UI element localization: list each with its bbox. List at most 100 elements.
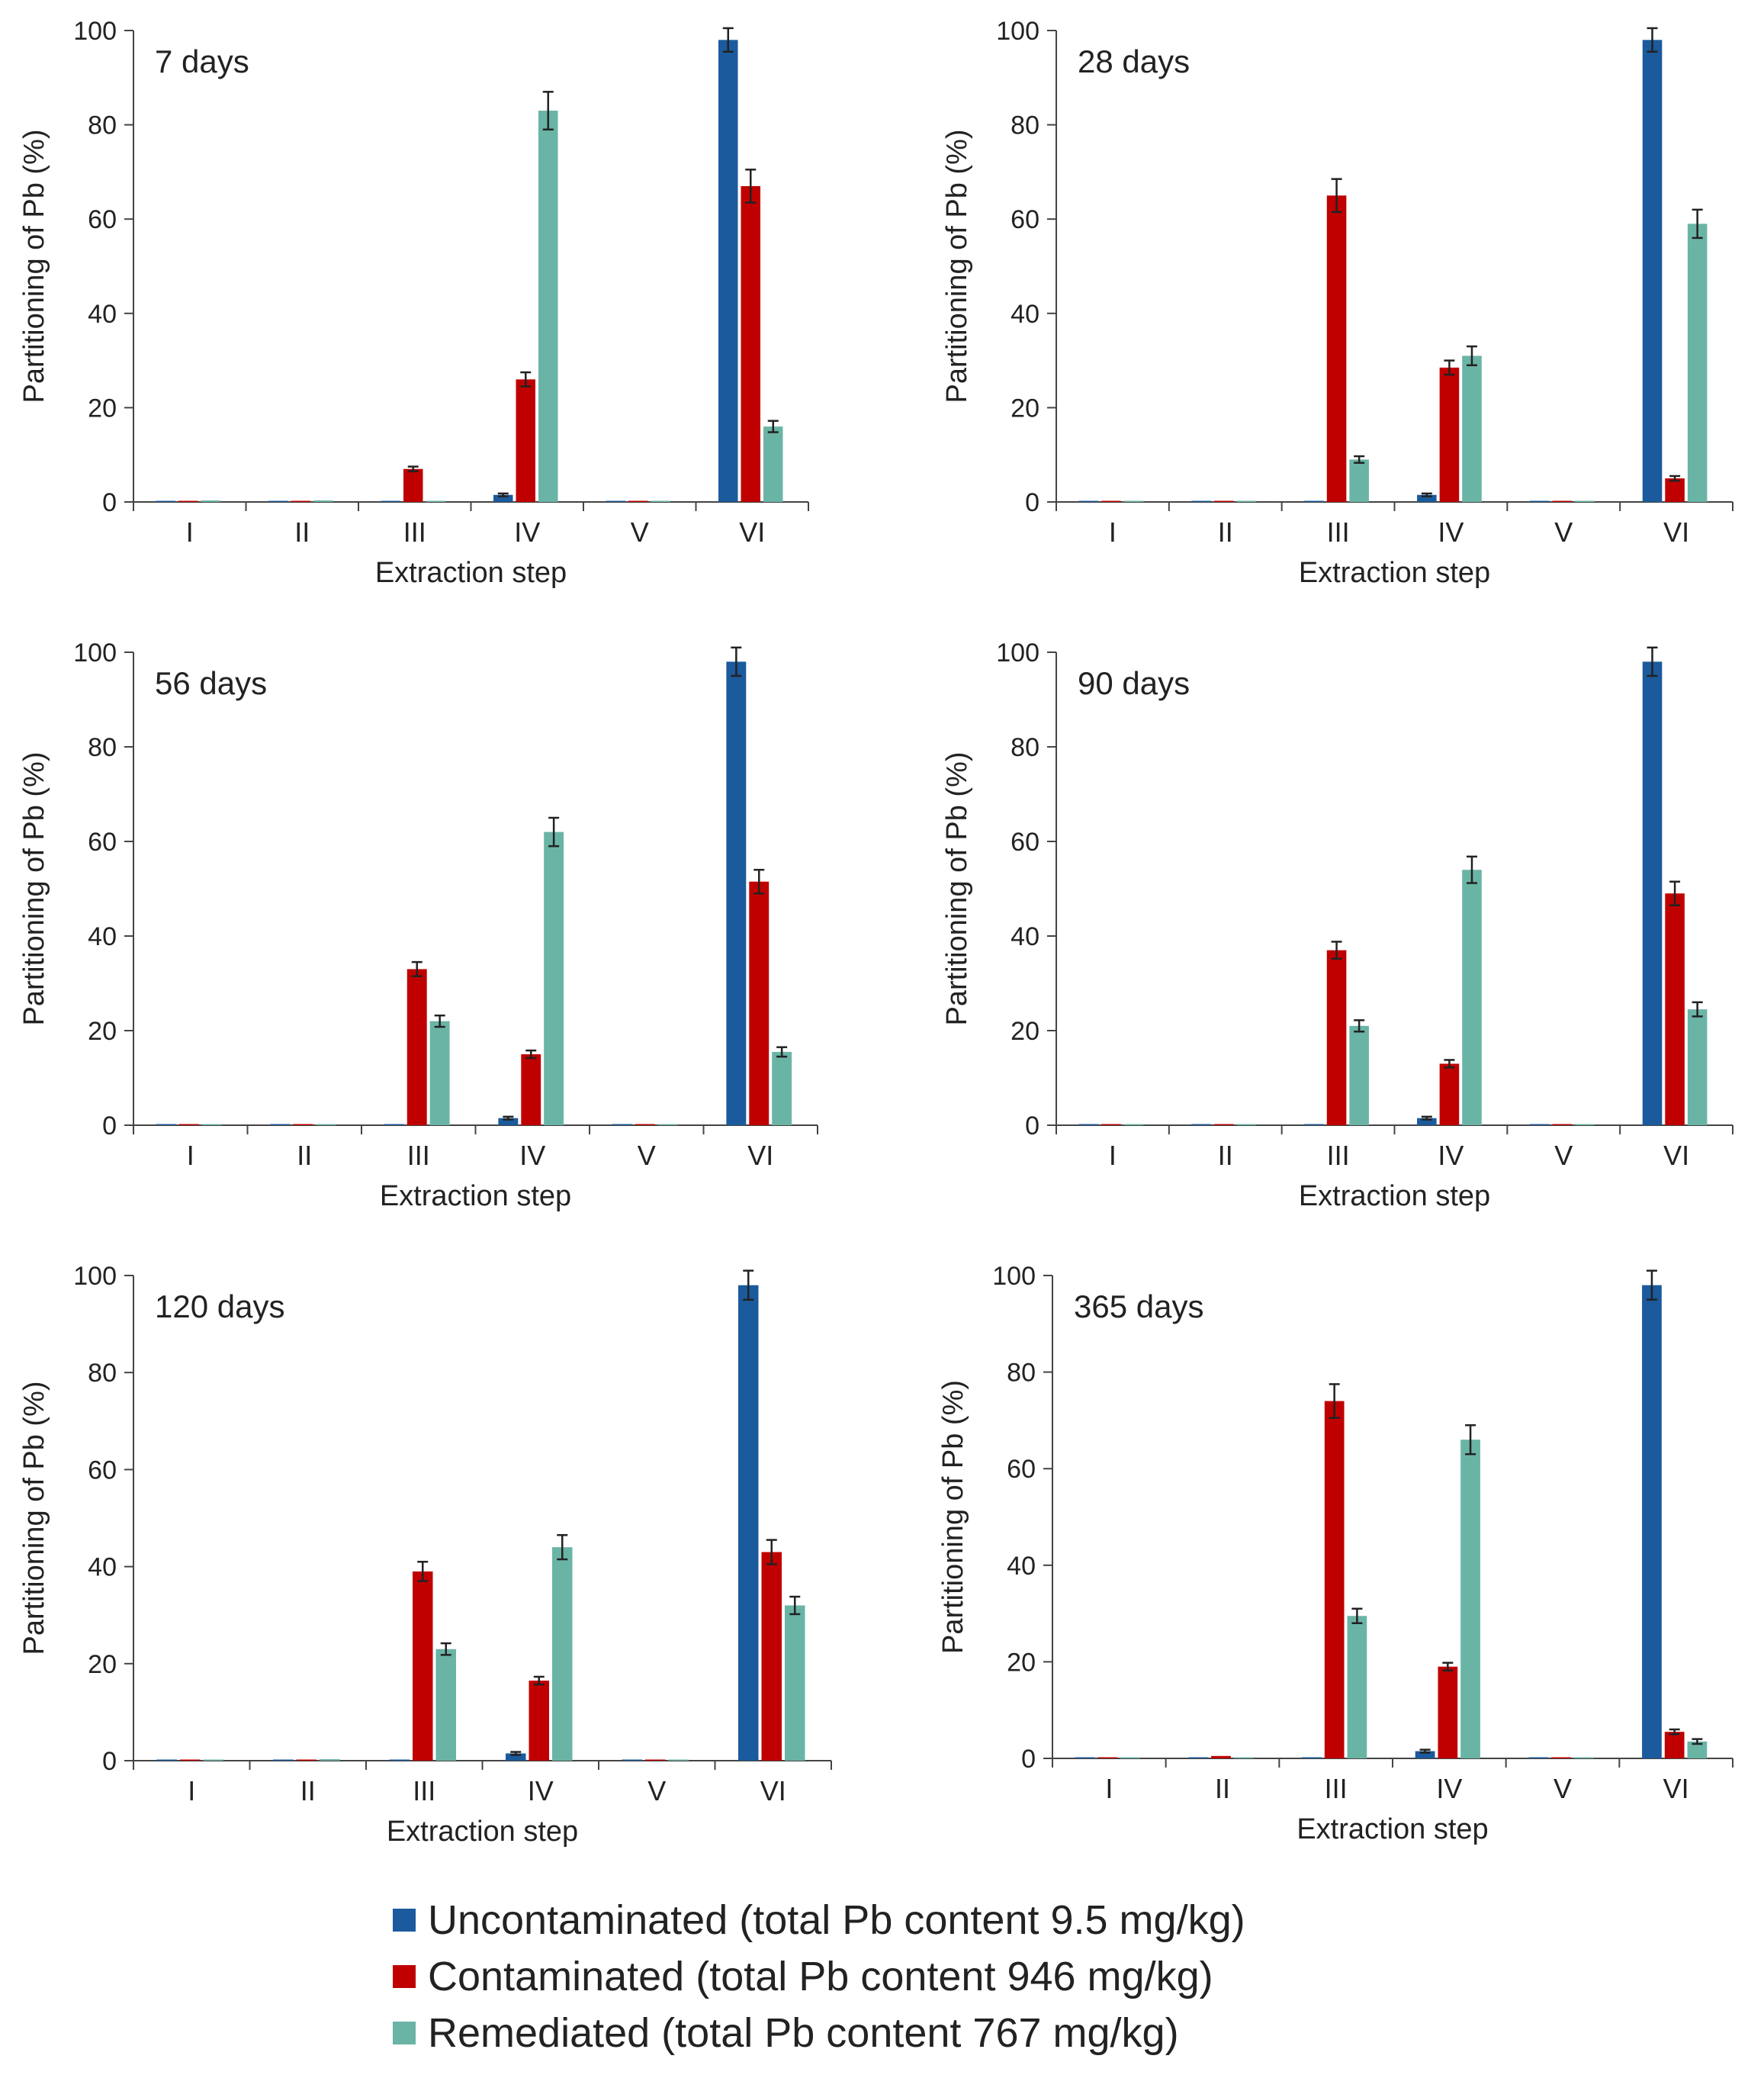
y-tick-label: 60 [1011,205,1039,234]
x-tick-label: I [1109,1140,1117,1171]
bar-uncontaminated-V [1529,1124,1550,1125]
x-tick-label: IV [514,516,540,548]
bar-uncontaminated-I [1078,1124,1099,1125]
y-tick-label: 20 [1011,1017,1039,1046]
bar-contaminated-III [413,1571,433,1761]
bar-contaminated-III [406,969,427,1125]
y-tick-label: 100 [73,639,117,668]
bar-uncontaminated-II [1191,1124,1211,1125]
y-tick-label: 0 [1021,1745,1036,1774]
bar-contaminated-V [628,500,648,502]
legend-label-uncontaminated: Uncontaminated (total Pb content 9.5 mg/… [428,1897,1245,1943]
legend-label-remediated: Remediated (total Pb content 767 mg/kg) [428,2010,1179,2056]
bar-remediated-II [316,1124,336,1125]
bar-contaminated-III [1324,1401,1345,1758]
y-tick-label: 80 [1011,111,1039,140]
y-tick-label: 60 [88,1456,117,1485]
bar-remediated-III [429,1021,450,1125]
panel-title: 28 days [1078,43,1190,79]
bar-contaminated-V [635,1124,655,1125]
bar-remediated-IV [544,832,564,1125]
y-tick-label: 20 [88,394,117,423]
x-tick-label: II [297,1140,312,1171]
bar-contaminated-IV [529,1681,549,1761]
bar-contaminated-IV [1439,1063,1460,1125]
bar-remediated-I [1120,1757,1140,1758]
legend-item-remediated: Remediated (total Pb content 767 mg/kg) [393,2005,1245,2061]
bar-uncontaminated-III [384,1124,404,1125]
y-axis-label: Partitioning of Pb (%) [941,751,973,1025]
y-tick-label: 40 [88,300,117,329]
legend-swatch-remediated [393,2022,416,2044]
x-axis-label: Extraction step [1299,557,1490,589]
x-tick-label: III [407,1140,430,1171]
panel-title: 90 days [1078,665,1190,701]
bar-contaminated-VI [741,185,760,502]
y-tick-label: 0 [102,488,117,517]
panel-title: 365 days [1074,1288,1203,1324]
x-tick-label: III [403,516,426,548]
x-tick-label: III [1325,1773,1348,1804]
x-axis-label: Extraction step [1299,1180,1490,1212]
bar-remediated-IV [552,1547,573,1761]
bar-remediated-III [1347,1616,1367,1758]
bar-remediated-I [1123,500,1144,502]
y-tick-label: 40 [88,1553,117,1582]
bar-contaminated-II [291,500,310,502]
y-axis-label: Partitioning of Pb (%) [18,751,50,1025]
bar-contaminated-I [178,1124,199,1125]
bar-remediated-VI [763,426,783,502]
bar-uncontaminated-VI [738,1285,759,1761]
legend-swatch-contaminated [393,1965,416,1988]
bar-contaminated-II [296,1759,316,1761]
bar-remediated-IV [538,111,558,502]
bar-contaminated-IV [1439,367,1460,502]
bar-remediated-II [313,500,333,502]
y-axis-label: Partitioning of Pb (%) [941,129,973,403]
panel-title: 56 days [155,665,267,701]
y-tick-label: 0 [102,1111,117,1140]
x-axis-label: Extraction step [375,557,567,589]
bar-uncontaminated-VI [1642,661,1663,1125]
bar-contaminated-I [1097,1757,1118,1758]
bar-uncontaminated-III [1304,1124,1324,1125]
x-tick-label: IV [1436,1773,1462,1804]
legend-swatch-uncontaminated [393,1909,416,1932]
bar-contaminated-VI [1665,893,1685,1125]
y-tick-label: 40 [1011,300,1039,329]
bar-contaminated-II [1213,500,1234,502]
bar-uncontaminated-IV [1417,1118,1437,1125]
y-tick-label: 100 [73,1262,117,1291]
bar-remediated-III [1349,1025,1369,1125]
y-tick-label: 20 [1007,1648,1036,1677]
bar-uncontaminated-II [273,1759,294,1761]
x-tick-label: III [1327,516,1350,548]
y-tick-label: 40 [1011,922,1039,951]
bar-remediated-III [1349,459,1369,502]
x-tick-label: II [1218,1140,1233,1171]
x-tick-label: II [1215,1773,1230,1804]
y-tick-label: 100 [73,17,117,46]
bar-uncontaminated-V [606,500,625,502]
x-tick-label: IV [1438,1140,1464,1171]
bar-uncontaminated-III [381,500,400,502]
bar-contaminated-V [1552,500,1573,502]
bar-remediated-I [203,1759,223,1761]
x-tick-label: V [631,516,649,548]
bar-contaminated-I [1101,500,1121,502]
y-tick-label: 60 [1007,1455,1036,1484]
x-tick-label: III [1327,1140,1350,1171]
bar-remediated-VI [772,1051,792,1125]
bar-uncontaminated-III [1304,500,1324,502]
y-tick-label: 80 [88,111,117,140]
x-axis-label: Extraction step [1296,1813,1488,1845]
bar-uncontaminated-VI [726,661,747,1125]
bar-contaminated-I [180,1759,201,1761]
bar-remediated-VI [1687,1009,1708,1125]
bar-contaminated-VI [749,881,770,1125]
